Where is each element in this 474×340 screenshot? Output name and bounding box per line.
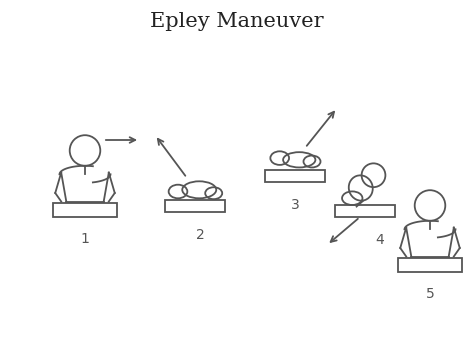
Text: 5: 5: [426, 287, 434, 301]
Text: 3: 3: [291, 198, 300, 212]
Text: 4: 4: [375, 233, 384, 247]
Text: 1: 1: [81, 232, 90, 246]
Text: 2: 2: [196, 228, 204, 242]
Text: Epley Maneuver: Epley Maneuver: [150, 12, 324, 31]
